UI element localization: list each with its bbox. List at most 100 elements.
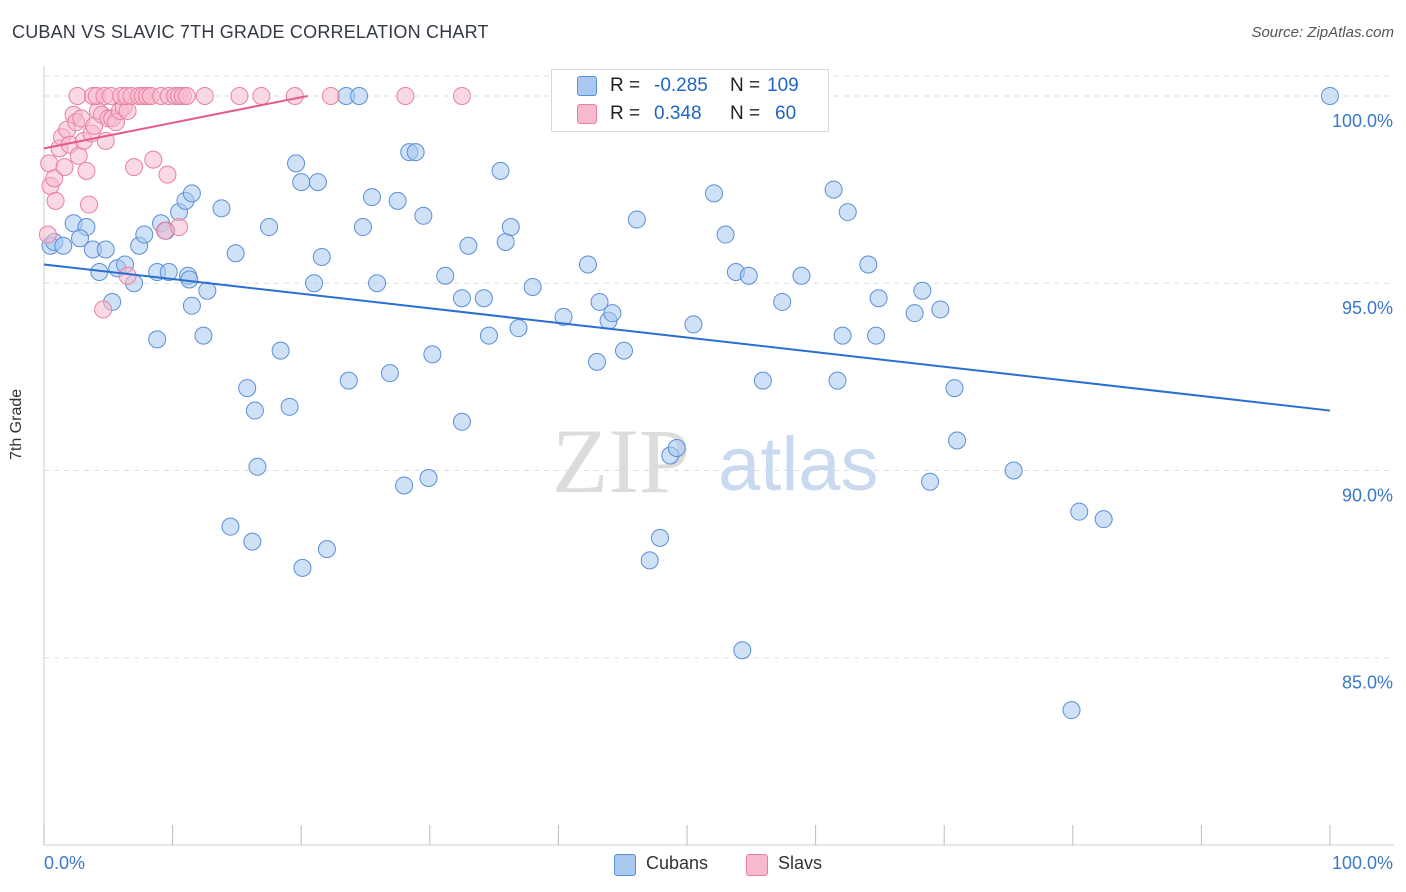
cuban-point — [913, 281, 932, 300]
cuban-point — [627, 210, 646, 229]
cuban-point — [248, 457, 267, 476]
cuban-point — [198, 281, 217, 300]
cuban-point — [733, 641, 752, 660]
cuban-point — [353, 218, 372, 237]
r-label: R = — [610, 75, 641, 96]
slav-point — [77, 161, 96, 180]
cuban-point — [293, 558, 312, 577]
slav-point — [118, 266, 137, 285]
cubans-swatch — [577, 76, 597, 96]
cuban-point — [650, 528, 669, 547]
slavs-legend-label: Slavs — [778, 853, 823, 873]
cuban-point — [238, 379, 257, 398]
cuban-point — [182, 296, 201, 315]
cuban-point — [362, 188, 381, 207]
cuban-point — [838, 203, 857, 222]
cuban-point — [905, 304, 924, 323]
cuban-point — [1094, 510, 1113, 529]
slav-point — [40, 154, 59, 173]
cuban-point — [833, 326, 852, 345]
cuban-point — [96, 240, 115, 259]
slav-point — [170, 218, 189, 237]
slav-point — [38, 225, 57, 244]
cuban-point — [491, 161, 510, 180]
slav-point — [452, 86, 471, 105]
cuban-point — [684, 315, 703, 334]
cuban-point — [773, 292, 792, 311]
slavs-points — [38, 86, 471, 319]
cuban-point — [705, 184, 724, 203]
slav-point — [285, 86, 304, 105]
cuban-point — [921, 472, 940, 491]
cuban-point — [501, 218, 520, 237]
cuban-point — [578, 255, 597, 274]
cuban-point — [414, 206, 433, 225]
slav-point — [252, 86, 271, 105]
cuban-point — [226, 244, 245, 263]
tick-labels: 100.0% 95.0% 90.0% 85.0% 0.0% 100.0% — [44, 111, 1393, 873]
axes — [43, 66, 1394, 846]
gridlines — [44, 75, 1394, 659]
cuban-point — [350, 86, 369, 105]
cuban-point — [317, 540, 336, 559]
source-credit: Source: ZipAtlas.com — [1251, 24, 1394, 41]
cuban-point — [640, 551, 659, 570]
cuban-point — [739, 266, 758, 285]
cuban-point — [452, 412, 471, 431]
cuban-point — [523, 277, 542, 296]
cuban-point — [931, 300, 950, 319]
cubans-points — [41, 86, 1339, 720]
slavs-trend-line — [43, 94, 308, 150]
cuban-point — [380, 364, 399, 383]
cuban-point — [212, 199, 231, 218]
cuban-point — [1070, 502, 1089, 521]
x-tick-label-max: 100.0% — [1332, 853, 1393, 873]
cuban-point — [395, 476, 414, 495]
cuban-point — [419, 468, 438, 487]
cuban-point — [339, 371, 358, 390]
slav-point — [321, 86, 340, 105]
cuban-point — [280, 397, 299, 416]
cuban-point — [71, 229, 90, 248]
cuban-point — [1004, 461, 1023, 480]
n-label: N = — [730, 75, 761, 96]
cuban-point — [148, 330, 167, 349]
cuban-point — [792, 266, 811, 285]
cuban-point — [1062, 701, 1081, 720]
cuban-point — [135, 225, 154, 244]
cuban-point — [243, 532, 262, 551]
cuban-point — [452, 289, 471, 308]
cuban-point — [287, 154, 306, 173]
cuban-point — [474, 289, 493, 308]
cuban-point — [436, 266, 455, 285]
cuban-point — [159, 262, 178, 281]
slav-point — [45, 169, 64, 188]
chart-title: CUBAN VS SLAVIC 7TH GRADE CORRELATION CH… — [12, 22, 489, 42]
slav-point — [144, 150, 163, 169]
cuban-point — [221, 517, 240, 536]
cubans-r-value: -0.285 — [654, 75, 708, 96]
cuban-point — [587, 352, 606, 371]
bottom-legend-slavs: Slavs — [746, 852, 846, 878]
cuban-point — [479, 326, 498, 345]
cuban-point — [603, 304, 622, 323]
cuban-point — [590, 292, 609, 311]
cuban-point — [368, 274, 387, 293]
cuban-point — [388, 191, 407, 210]
cuban-point — [716, 225, 735, 244]
slav-point — [94, 300, 113, 319]
cuban-point — [459, 236, 478, 255]
slavs-swatch — [746, 854, 768, 876]
cubans-legend-label: Cubans — [646, 853, 709, 873]
bottom-legend-cubans: Cubans — [614, 852, 724, 878]
cuban-point — [867, 326, 886, 345]
cuban-point — [1321, 86, 1339, 105]
legend-row-cubans: R = -0.285 N = 109 — [577, 73, 827, 99]
cuban-point — [292, 173, 311, 192]
slavs-swatch — [577, 104, 597, 124]
x-tick-label-min: 0.0% — [44, 853, 85, 873]
cuban-point — [305, 274, 324, 293]
cuban-point — [271, 341, 290, 360]
watermark-atlas: atlas — [718, 422, 879, 507]
cuban-point — [509, 319, 528, 338]
